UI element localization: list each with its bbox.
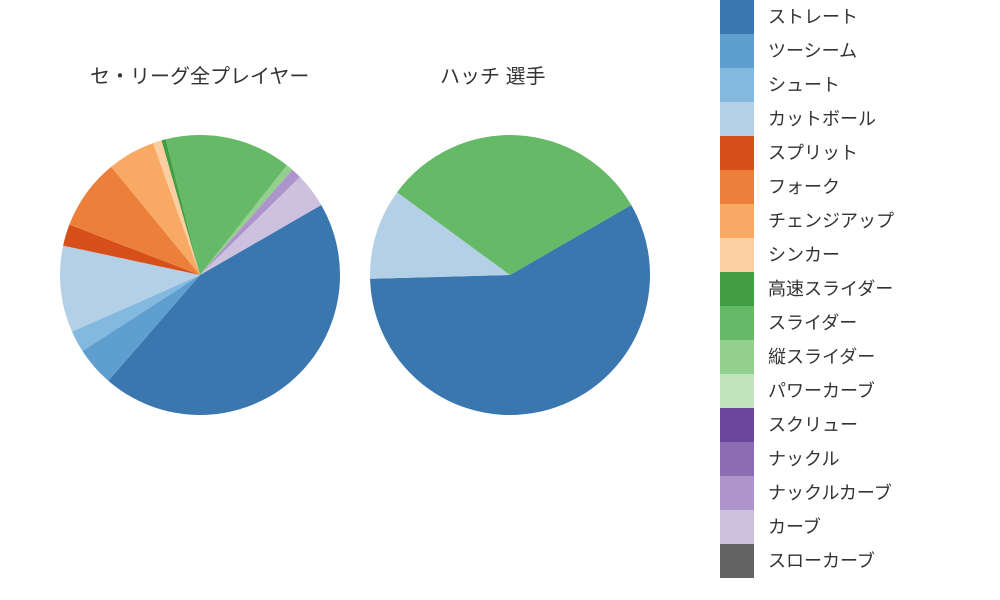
legend-item: スローカーブ: [720, 544, 980, 578]
chart-title: ハッチ 選手: [440, 60, 546, 89]
pie-chart: [370, 135, 650, 415]
legend-label: ツーシーム: [768, 34, 857, 68]
legend-label: 高速スライダー: [768, 272, 893, 306]
legend: ストレートツーシームシュートカットボールスプリットフォークチェンジアップシンカー…: [720, 0, 980, 578]
slider-swatch: [720, 306, 754, 340]
legend-label: パワーカーブ: [768, 374, 875, 408]
legend-label: シュート: [768, 68, 840, 102]
legend-item: 高速スライダー: [720, 272, 980, 306]
chart-title: セ・リーグ全プレイヤー: [90, 60, 309, 89]
legend-item: 縦スライダー: [720, 340, 980, 374]
vslider-swatch: [720, 340, 754, 374]
legend-label: ナックル: [768, 442, 839, 476]
legend-item: カットボール: [720, 102, 980, 136]
legend-item: スプリット: [720, 136, 980, 170]
legend-item: ツーシーム: [720, 34, 980, 68]
chart-container: ストレートツーシームシュートカットボールスプリットフォークチェンジアップシンカー…: [0, 0, 1000, 600]
legend-label: カットボール: [768, 102, 876, 136]
legend-item: ナックルカーブ: [720, 476, 980, 510]
legend-item: ナックル: [720, 442, 980, 476]
legend-item: シンカー: [720, 238, 980, 272]
kcurve-swatch: [720, 476, 754, 510]
legend-item: フォーク: [720, 170, 980, 204]
legend-item: パワーカーブ: [720, 374, 980, 408]
slowcurve-swatch: [720, 544, 754, 578]
knuckle-swatch: [720, 442, 754, 476]
straight-swatch: [720, 0, 754, 34]
screw-swatch: [720, 408, 754, 442]
legend-label: シンカー: [768, 238, 840, 272]
legend-label: 縦スライダー: [768, 340, 875, 374]
shoot-swatch: [720, 68, 754, 102]
pie-chart: [60, 135, 340, 415]
cutball-swatch: [720, 102, 754, 136]
fork-swatch: [720, 170, 754, 204]
legend-label: フォーク: [768, 170, 840, 204]
hslider-swatch: [720, 272, 754, 306]
split-swatch: [720, 136, 754, 170]
changeup-swatch: [720, 204, 754, 238]
legend-label: スローカーブ: [768, 544, 875, 578]
legend-label: カーブ: [768, 510, 821, 544]
legend-item: シュート: [720, 68, 980, 102]
legend-label: ストレート: [768, 0, 858, 34]
legend-label: ナックルカーブ: [768, 476, 892, 510]
legend-item: チェンジアップ: [720, 204, 980, 238]
legend-item: カーブ: [720, 510, 980, 544]
legend-label: チェンジアップ: [768, 204, 894, 238]
pcurve-swatch: [720, 374, 754, 408]
legend-label: スプリット: [768, 136, 858, 170]
legend-label: スクリュー: [768, 408, 858, 442]
legend-item: スライダー: [720, 306, 980, 340]
legend-item: ストレート: [720, 0, 980, 34]
curve-swatch: [720, 510, 754, 544]
sinker-swatch: [720, 238, 754, 272]
legend-item: スクリュー: [720, 408, 980, 442]
legend-label: スライダー: [768, 306, 857, 340]
twoseam-swatch: [720, 34, 754, 68]
